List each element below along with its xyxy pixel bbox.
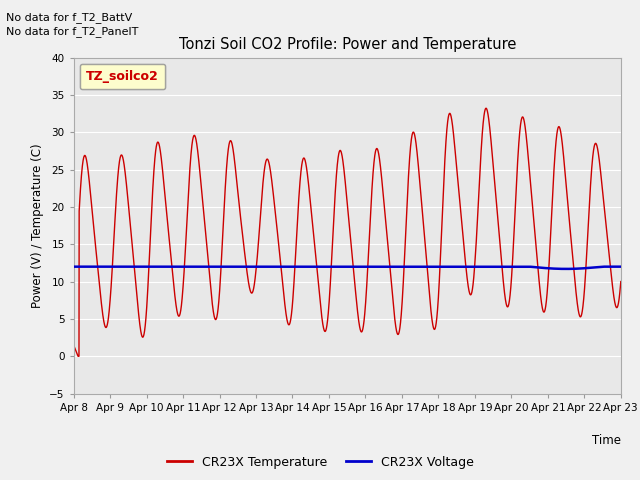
Legend: TZ_soilco2: TZ_soilco2 bbox=[80, 64, 165, 89]
Title: Tonzi Soil CO2 Profile: Power and Temperature: Tonzi Soil CO2 Profile: Power and Temper… bbox=[179, 37, 516, 52]
Legend: CR23X Temperature, CR23X Voltage: CR23X Temperature, CR23X Voltage bbox=[161, 451, 479, 474]
X-axis label: Time: Time bbox=[592, 434, 621, 447]
Text: No data for f_T2_BattV: No data for f_T2_BattV bbox=[6, 12, 132, 23]
Text: No data for f_T2_PanelT: No data for f_T2_PanelT bbox=[6, 26, 139, 37]
Y-axis label: Power (V) / Temperature (C): Power (V) / Temperature (C) bbox=[31, 144, 44, 308]
